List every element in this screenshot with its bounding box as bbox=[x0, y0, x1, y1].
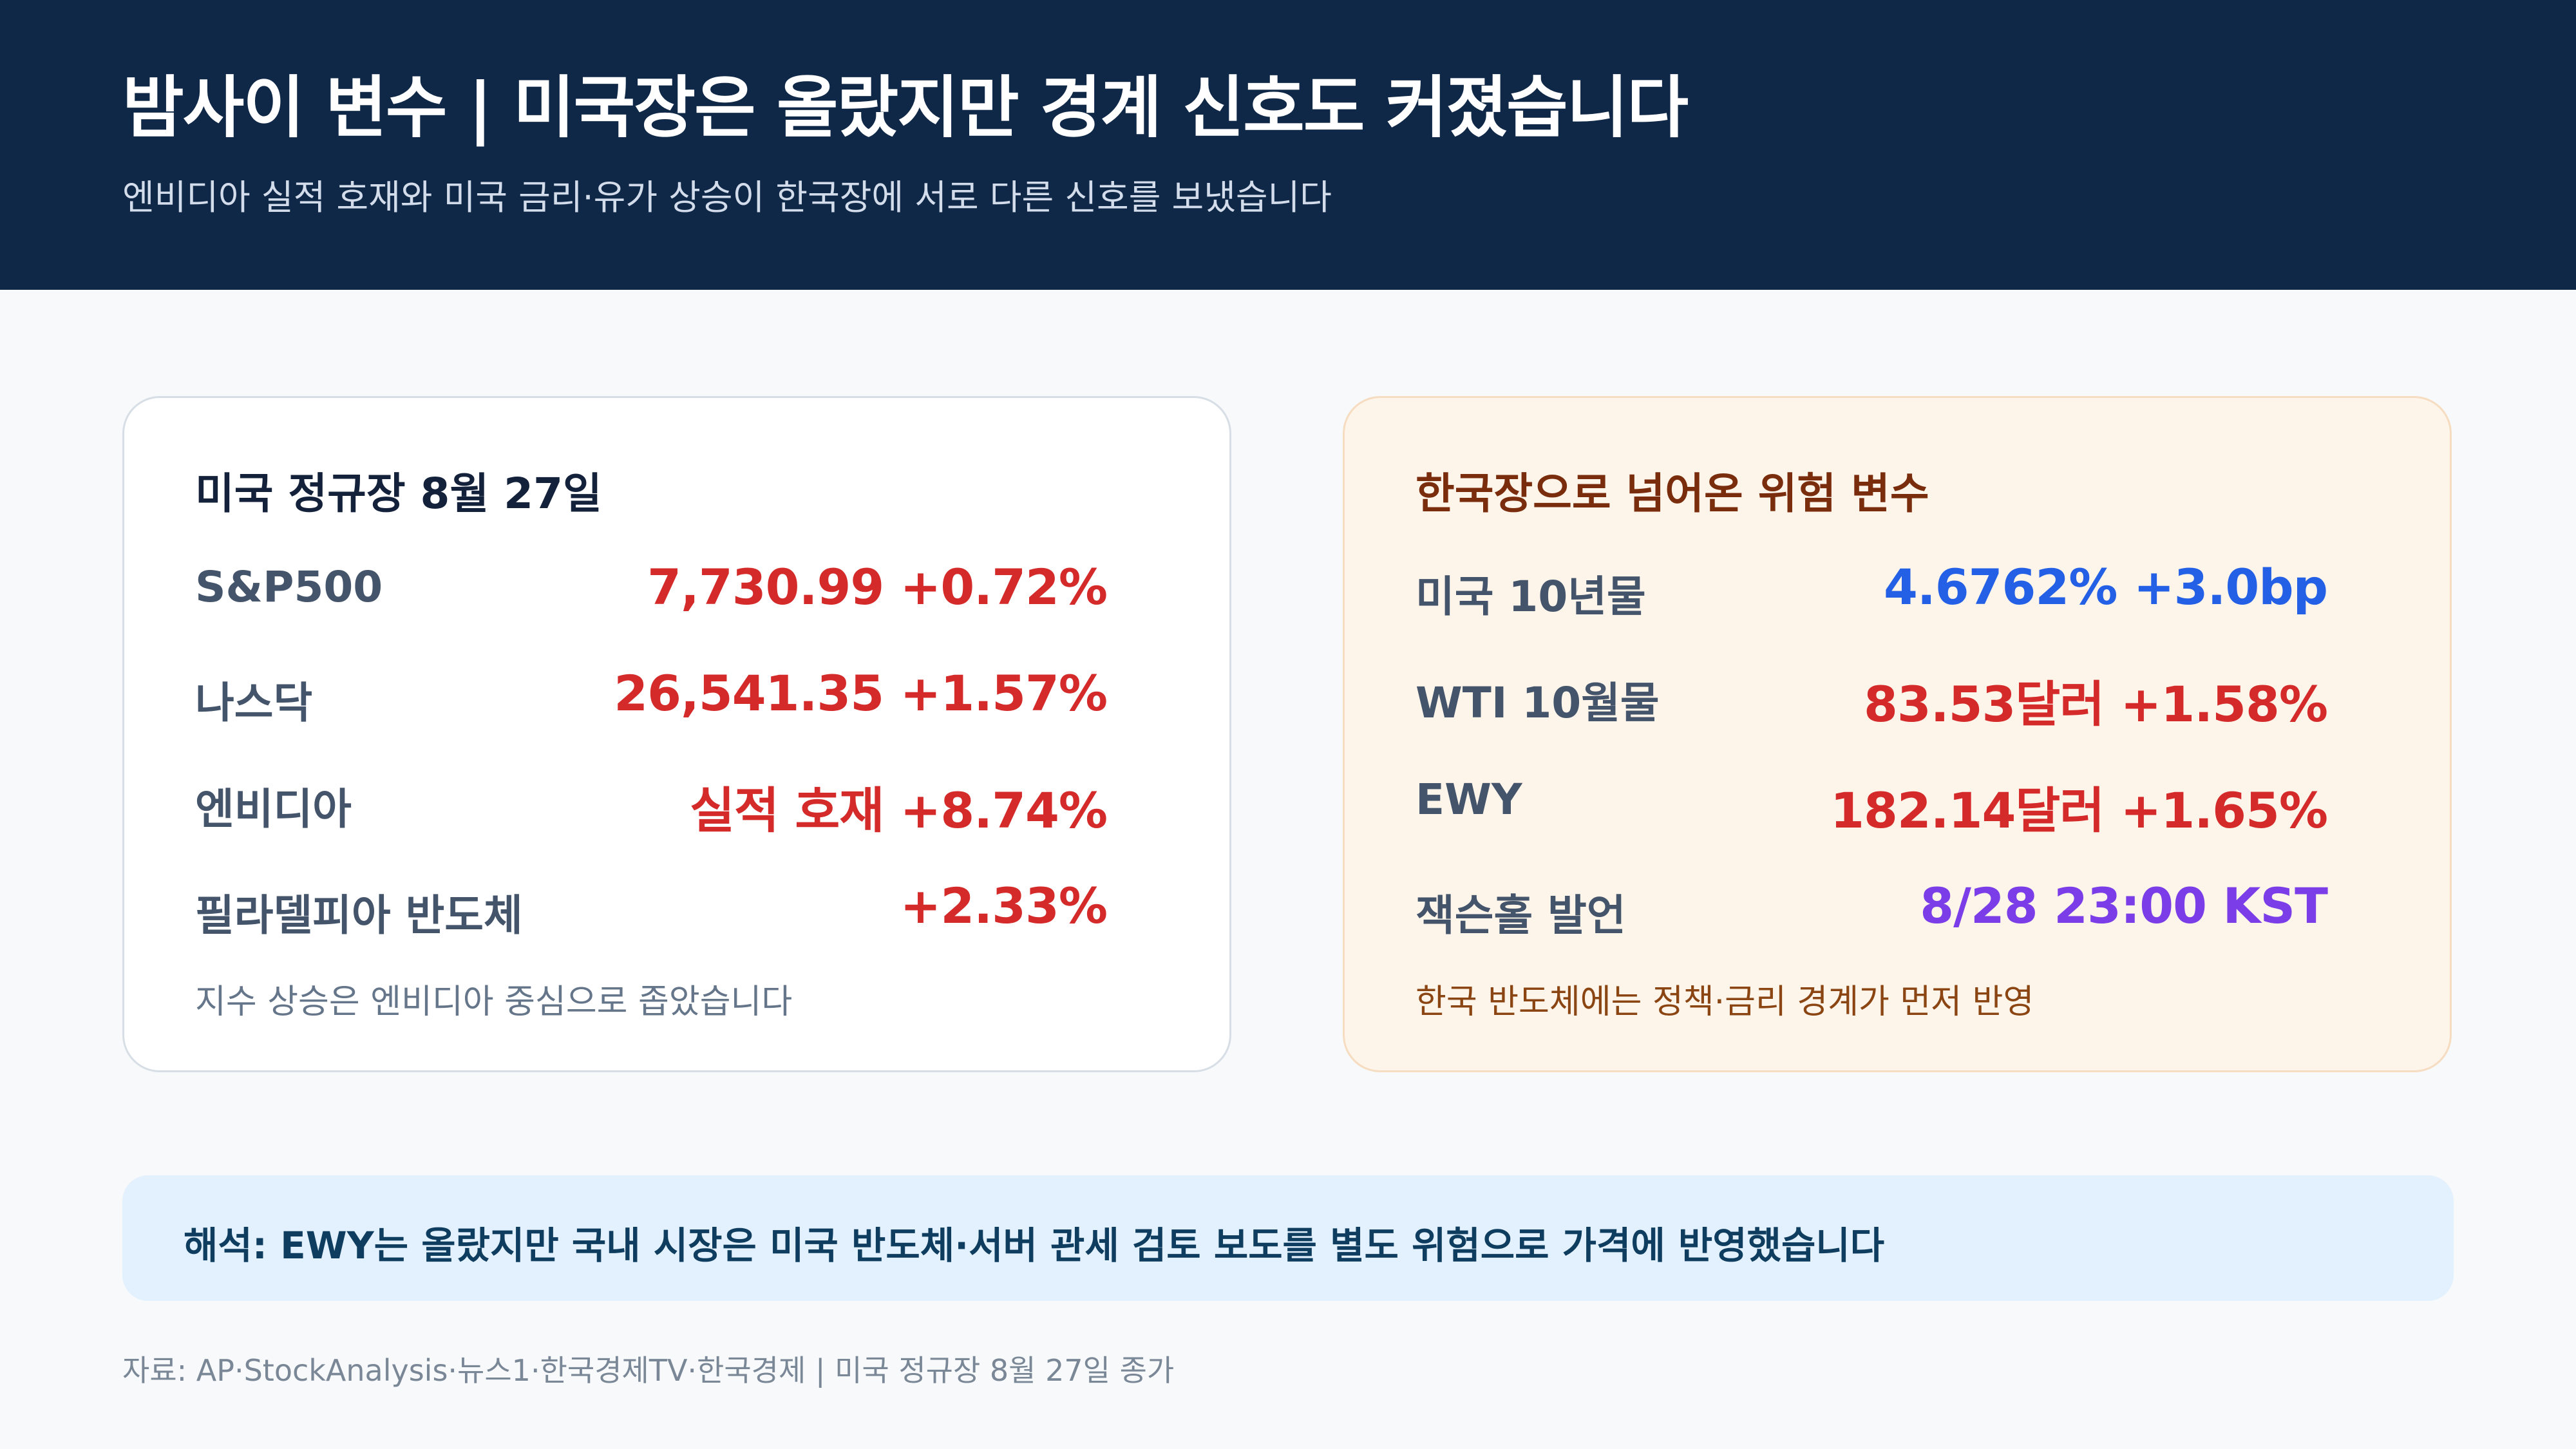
us-market-row: 필라델피아 반도체 +2.33% bbox=[195, 877, 1108, 952]
us-market-row: 엔비디아 실적 호재 +8.74% bbox=[195, 775, 1108, 846]
row-value: 4.6762% +3.0bp bbox=[1884, 558, 2328, 616]
row-value: 8/28 23:00 KST bbox=[1920, 877, 2328, 934]
row-label: 미국 10년물 bbox=[1416, 572, 1646, 621]
row-value: 182.14달러 +1.65% bbox=[1830, 782, 2328, 839]
korea-risk-row: EWY 182.14달러 +1.65% bbox=[1416, 775, 2328, 846]
source-note: 자료: AP·StockAnalysis·뉴스1·한국경제TV·한국경제 | 미… bbox=[122, 1353, 1175, 1388]
row-value: 83.53달러 +1.58% bbox=[1863, 676, 2328, 733]
row-label: WTI 10월물 bbox=[1416, 678, 1660, 728]
korea-risk-row: 잭슨홀 발언 8/28 23:00 KST bbox=[1416, 877, 2328, 952]
row-value: 26,541.35 +1.57% bbox=[614, 665, 1108, 722]
page-title: 밤사이 변수 | 미국장은 올랐지만 경계 신호도 커졌습니다 bbox=[122, 68, 1689, 147]
korea-risk-note: 한국 반도체에는 정책·금리 경계가 먼저 반영 bbox=[1416, 983, 2034, 1021]
korea-risk-row: 미국 10년물 4.6762% +3.0bp bbox=[1416, 558, 2328, 633]
us-market-card-title: 미국 정규장 8월 27일 bbox=[195, 469, 602, 518]
interpretation-banner: 해석: EWY는 올랐지만 국내 시장은 미국 반도체·서버 관세 검토 보도를… bbox=[122, 1175, 2454, 1301]
row-label: 나스닥 bbox=[195, 678, 313, 728]
row-label: 엔비디아 bbox=[195, 784, 352, 834]
row-label: EWY bbox=[1416, 775, 1522, 824]
us-market-row: S&P500 7,730.99 +0.72% bbox=[195, 558, 1108, 633]
row-value: +2.33% bbox=[900, 877, 1108, 934]
row-label: 잭슨홀 발언 bbox=[1416, 891, 1626, 940]
row-value: 실적 호재 +8.74% bbox=[690, 782, 1108, 839]
row-label: 필라델피아 반도체 bbox=[195, 891, 523, 940]
row-value: 7,730.99 +0.72% bbox=[647, 558, 1108, 616]
us-market-row: 나스닥 26,541.35 +1.57% bbox=[195, 665, 1108, 739]
us-market-note: 지수 상승은 엔비디아 중심으로 좁았습니다 bbox=[195, 983, 793, 1021]
page-subtitle: 엔비디아 실적 호재와 미국 금리·유가 상승이 한국장에 서로 다른 신호를 … bbox=[122, 177, 1332, 218]
korea-risk-card: 한국장으로 넘어온 위험 변수 미국 10년물 4.6762% +3.0bp W… bbox=[1343, 396, 2452, 1072]
header-banner: 밤사이 변수 | 미국장은 올랐지만 경계 신호도 커졌습니다 엔비디아 실적 … bbox=[0, 0, 2576, 290]
row-label: S&P500 bbox=[195, 562, 383, 612]
us-market-card: 미국 정규장 8월 27일 S&P500 7,730.99 +0.72% 나스닥… bbox=[122, 396, 1231, 1072]
korea-risk-row: WTI 10월물 83.53달러 +1.58% bbox=[1416, 668, 2328, 739]
korea-risk-card-title: 한국장으로 넘어온 위험 변수 bbox=[1416, 469, 1929, 518]
interpretation-text: 해석: EWY는 올랐지만 국내 시장은 미국 반도체·서버 관세 검토 보도를… bbox=[184, 1224, 1885, 1267]
